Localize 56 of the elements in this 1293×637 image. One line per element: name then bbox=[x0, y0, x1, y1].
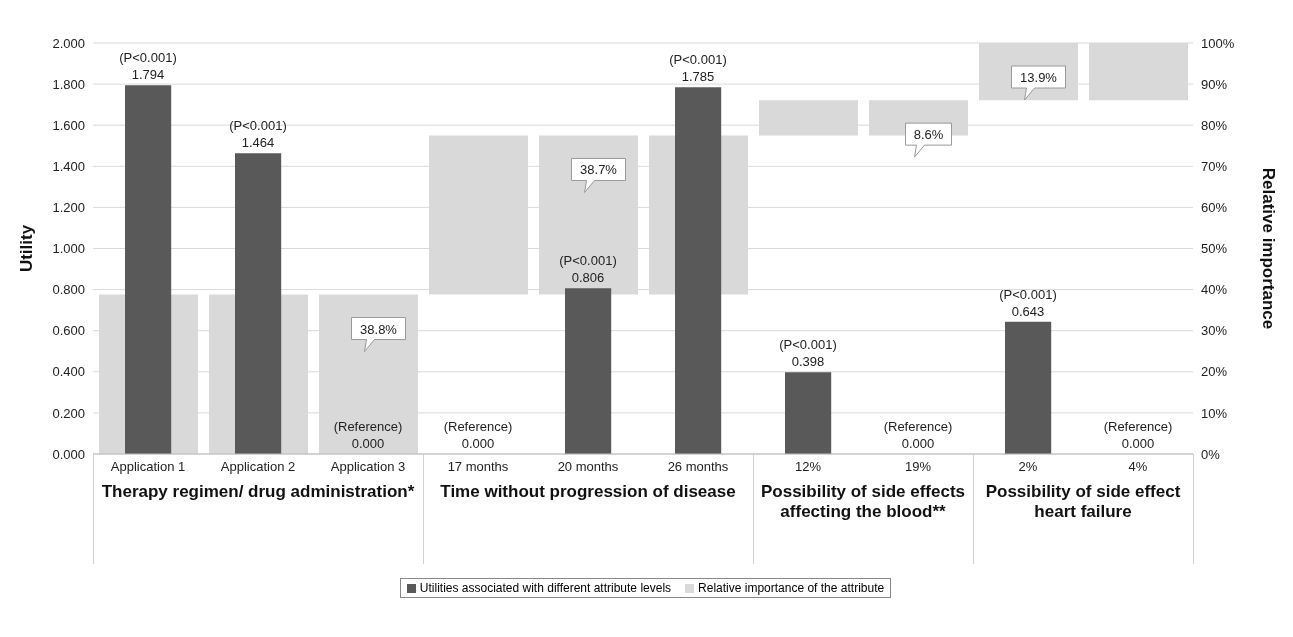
data-label: (P<0.001) 1.785 bbox=[669, 52, 727, 85]
y2-tick-label: 60% bbox=[1201, 200, 1228, 216]
data-label: (P<0.001) 1.464 bbox=[229, 118, 287, 151]
y2-tick-label: 0% bbox=[1201, 446, 1221, 462]
y-tick-label: 0.000 bbox=[52, 446, 85, 462]
y-tick-label: 1.200 bbox=[52, 200, 85, 216]
x-tick-label: Application 1 bbox=[110, 459, 186, 475]
data-label: (Reference) 0.000 bbox=[883, 419, 953, 451]
x-tick-label: 19% bbox=[904, 459, 932, 475]
x-tick-label: Application 3 bbox=[330, 459, 406, 475]
data-label: (P<0.001) 0.806 bbox=[559, 253, 617, 286]
y2-tick-label: 50% bbox=[1201, 241, 1228, 257]
x-tick-label: Application 2 bbox=[220, 459, 296, 475]
data-label: (Reference) 0.000 bbox=[1103, 419, 1173, 451]
legend-label: Relative importance of the attribute bbox=[698, 581, 885, 595]
y-tick-label: 0.600 bbox=[52, 323, 85, 339]
y2-tick-label: 80% bbox=[1201, 117, 1228, 133]
y-tick-label: 1.400 bbox=[52, 158, 85, 174]
x-tick-label: 26 months bbox=[667, 459, 729, 475]
y2-tick-label: 100% bbox=[1201, 35, 1235, 51]
x-tick-label: 17 months bbox=[447, 459, 509, 475]
y2-tick-label: 70% bbox=[1201, 158, 1228, 174]
text: Possibility of side effect heart failure bbox=[984, 482, 1182, 522]
data-label: (Reference) 0.000 bbox=[333, 419, 403, 451]
y2-axis-title: Relative importance bbox=[1258, 167, 1278, 330]
y2-tick-label: 90% bbox=[1201, 76, 1228, 92]
y2-tick-label: 30% bbox=[1201, 323, 1228, 339]
x-tick-label: 2% bbox=[1018, 459, 1038, 475]
bar bbox=[785, 372, 832, 454]
data-label: 38.8% bbox=[360, 321, 398, 337]
bar bbox=[1005, 321, 1052, 454]
y-tick-label: 0.800 bbox=[52, 282, 85, 298]
y-tick-label: 0.200 bbox=[52, 405, 85, 421]
data-label: (P<0.001) 1.794 bbox=[119, 50, 177, 83]
data-label: (Reference) 0.000 bbox=[443, 419, 513, 451]
data-label: 38.7% bbox=[580, 162, 618, 178]
x-tick-label: 12% bbox=[794, 459, 822, 475]
data-label: 8.6% bbox=[913, 127, 944, 143]
x-tick-label: 20 months bbox=[557, 459, 619, 475]
x-tick-label: 4% bbox=[1128, 459, 1148, 475]
legend-label: Utilities associated with different attribute levels bbox=[419, 581, 672, 595]
y-axis-title: Utility bbox=[17, 224, 37, 273]
y-tick-label: 2.000 bbox=[52, 35, 85, 51]
text: Time without progression of disease bbox=[439, 482, 737, 502]
y2-tick-label: 40% bbox=[1201, 282, 1228, 298]
y-tick-label: 0.400 bbox=[52, 364, 85, 380]
data-label: (P<0.001) 0.643 bbox=[999, 286, 1057, 319]
text: Possibility of side effects affecting the blood** bbox=[759, 482, 967, 522]
y-tick-label: 1.000 bbox=[52, 241, 85, 257]
data-label: 13.9% bbox=[1020, 70, 1058, 85]
y-tick-label: 1.800 bbox=[52, 76, 85, 92]
data-label: (P<0.001) 0.398 bbox=[779, 337, 837, 370]
y-tick-label: 1.600 bbox=[52, 117, 85, 133]
y2-tick-label: 10% bbox=[1201, 405, 1228, 421]
y2-tick-label: 20% bbox=[1201, 364, 1228, 380]
text: Therapy regimen/ drug administration* bbox=[100, 482, 416, 502]
